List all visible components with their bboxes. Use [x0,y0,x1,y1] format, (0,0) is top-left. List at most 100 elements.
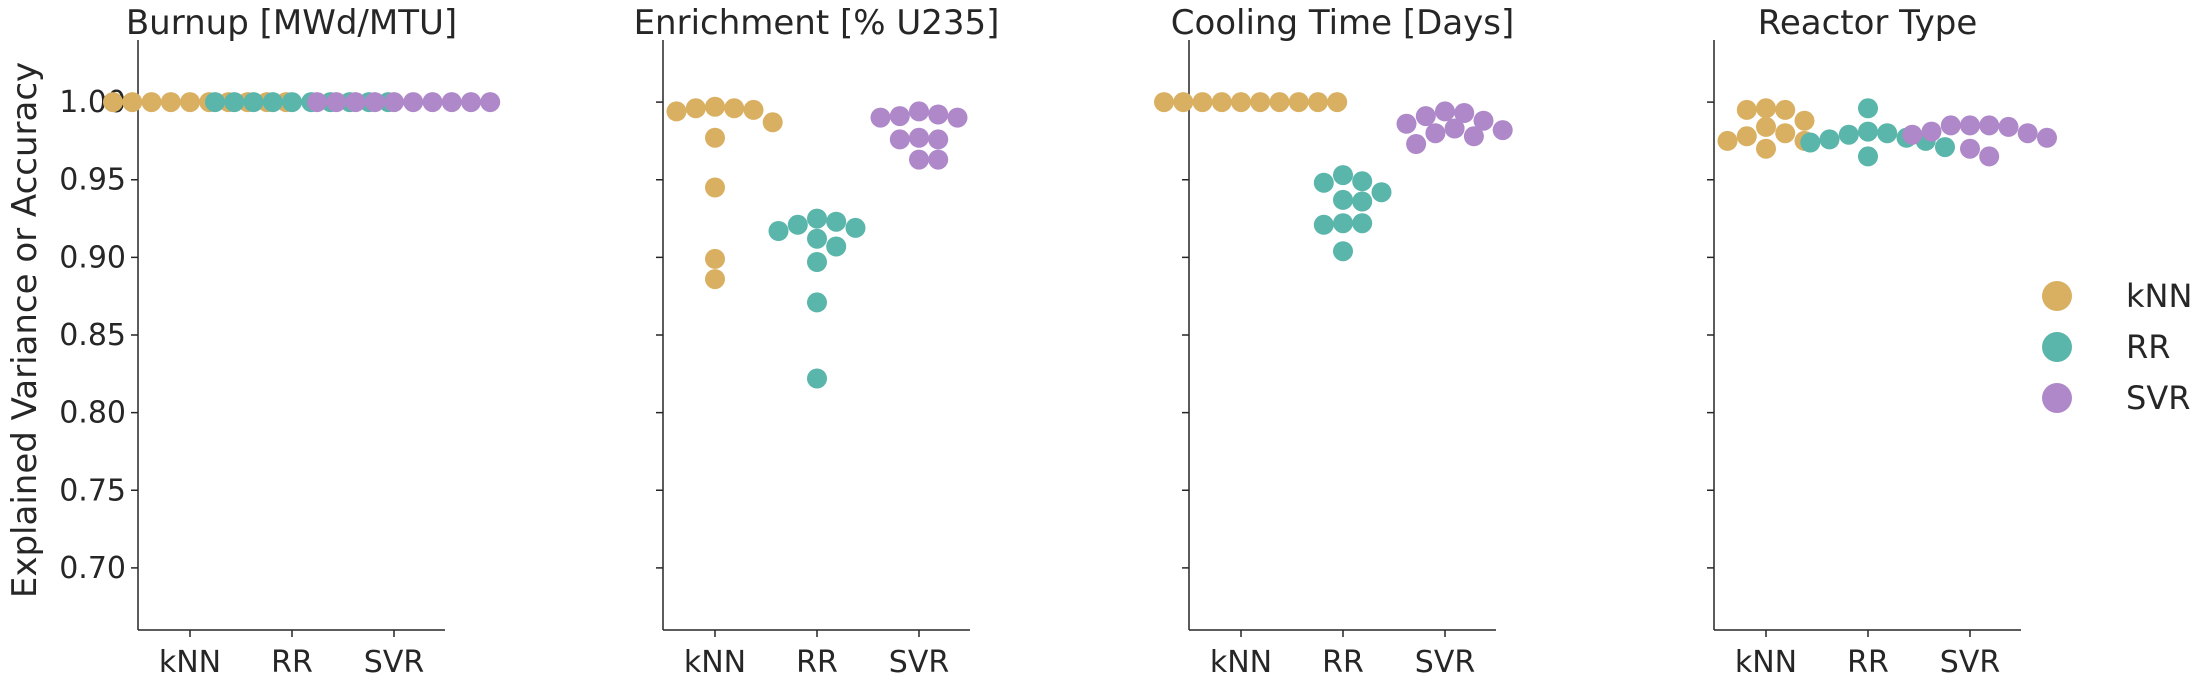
data-point-rr [243,92,264,113]
panel-title: Enrichment [% U235] [634,3,1000,43]
data-point-knn [1192,92,1213,113]
x-tick-label: kNN [159,645,221,680]
data-point-knn [1775,99,1796,120]
data-point-svr [870,107,891,128]
data-point-knn [762,112,783,133]
data-point-svr [1415,106,1436,127]
x-tick-label: kNN [684,645,746,680]
data-point-rr [224,92,245,113]
legend: kNN RR SVR [2042,277,2192,417]
data-point-knn [1231,92,1251,113]
data-point-rr [262,92,283,113]
data-point-rr [768,221,789,241]
data-point-svr [461,92,481,113]
panel-title: Cooling Time [Days] [1171,3,1515,43]
data-point-svr [928,104,949,125]
y-tick-label: 0.90 [59,240,126,275]
x-tick-label: RR [271,645,313,680]
data-point-svr [364,92,385,113]
data-point-svr [307,92,327,113]
y-tick-label: 0.85 [59,318,126,353]
data-point-rr [1352,191,1373,212]
data-point-knn [1308,92,1328,113]
data-point-knn [666,101,687,122]
data-point-rr [807,368,827,389]
x-tick-label: SVR [1415,645,1475,680]
data-point-knn [1794,110,1815,131]
panel-3: Cooling Time [Days] kNN RR SVR [1154,3,1514,680]
y-tick-label: 0.95 [59,163,126,198]
data-point-svr [403,92,424,113]
data-point-rr [1877,123,1898,144]
data-point-svr [947,107,968,128]
legend-label: kNN [2126,277,2192,315]
data-point-rr [1333,213,1353,234]
panel-title: Reactor Type [1758,3,1978,43]
data-point-rr [282,92,302,113]
x-tick-label: kNN [1210,645,1272,680]
data-point-svr [1960,138,1980,159]
data-point-svr [928,129,949,150]
data-point-rr [1333,241,1353,262]
data-point-svr [480,92,501,113]
data-point-rr [1858,98,1878,119]
data-point-rr [1333,165,1353,186]
data-point-svr [909,101,929,122]
data-point-knn [1327,92,1348,113]
data-point-knn [705,177,725,198]
data-point-svr [2037,127,2057,148]
data-point-svr [889,129,910,150]
data-point-knn [1736,99,1757,120]
data-point-svr [1979,146,2000,167]
data-point-knn [122,92,143,113]
data-point-knn [1756,138,1776,159]
data-point-rr [787,214,808,235]
data-point-knn [705,269,725,290]
data-point-knn [1736,126,1757,147]
data-point-knn [1775,123,1796,144]
panel-2: Enrichment [% U235] kNN RR SVR [634,3,1000,680]
data-point-svr [2017,123,2038,144]
data-point-knn [1173,92,1194,113]
data-point-svr [345,92,366,113]
data-point-svr [909,127,929,148]
data-point-knn [103,92,123,113]
data-point-svr [1435,101,1455,122]
data-point-knn [1756,116,1776,137]
data-point-svr [1979,115,2000,136]
data-point-svr [1425,123,1446,144]
data-point-rr [807,252,827,272]
data-point-knn [141,92,162,113]
data-point-knn [1288,92,1309,113]
data-point-rr [1858,146,1878,167]
panel-title: Burnup [MWd/MTU] [126,3,457,43]
data-point-rr [845,217,866,238]
data-point-knn [705,127,725,148]
data-point-rr [807,292,827,313]
data-point-rr [826,236,847,257]
data-point-rr [1371,182,1392,203]
y-axis-label: Explained Variance or Accuracy [5,62,45,598]
data-point-knn [1269,92,1290,113]
data-point-rr [1313,214,1334,235]
data-point-knn [1250,92,1271,113]
data-point-svr [1463,126,1484,147]
data-point-rr [1352,171,1373,192]
data-point-svr [1454,103,1475,123]
x-tick-label: SVR [1940,645,2000,680]
panel-4: Reactor Type kNN RR SVR [1707,3,2057,680]
data-point-svr [1902,124,1923,145]
data-point-knn [180,92,200,113]
data-point-knn [1211,92,1232,113]
data-point-rr [1313,172,1334,193]
data-point-rr [1935,137,1955,158]
data-point-svr [1444,118,1465,139]
data-point-svr [889,106,910,127]
panels: Burnup [MWd/MTU]1.000.950.900.850.800.75… [59,3,2057,680]
data-point-svr [1396,113,1417,134]
data-point-rr [826,211,847,232]
legend-label: SVR [2126,379,2190,417]
data-point-svr [326,92,347,113]
data-point-knn [724,98,745,119]
